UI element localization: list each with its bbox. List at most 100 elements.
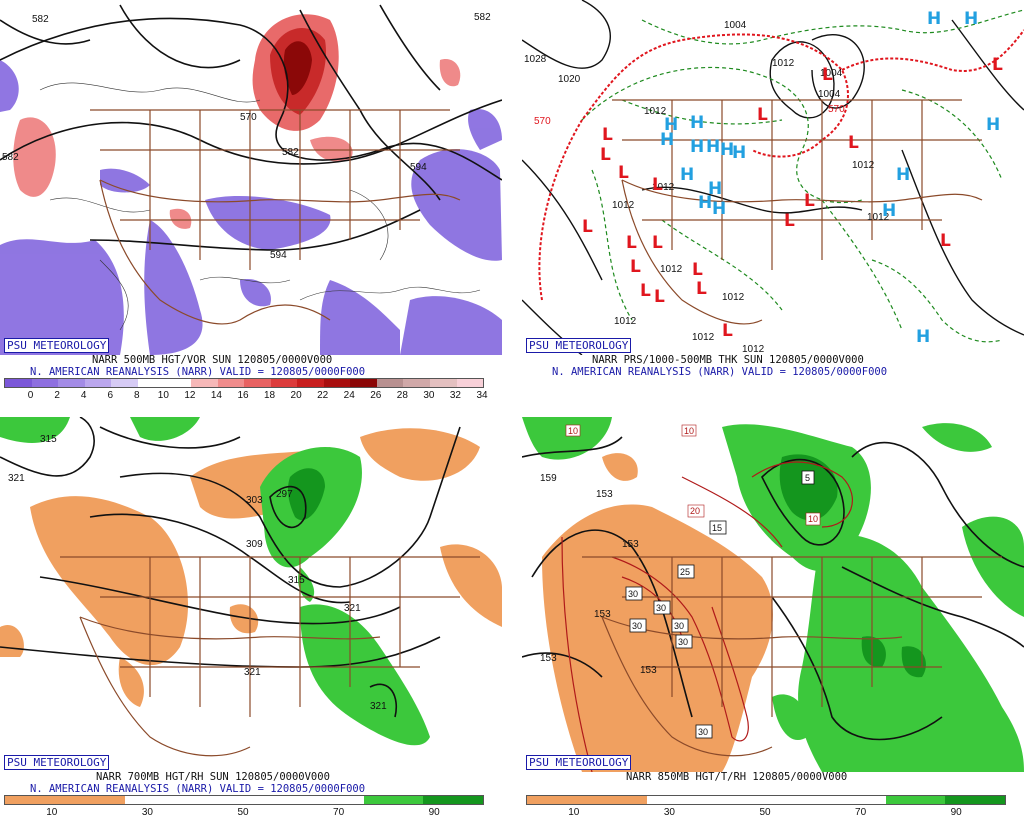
high-marker: H (896, 165, 910, 185)
colorbar-swatch (270, 379, 298, 387)
svg-text:582: 582 (282, 147, 299, 158)
colorbar-swatch (64, 796, 125, 804)
high-marker: H (720, 140, 734, 160)
svg-text:10: 10 (808, 514, 818, 524)
colorbar-swatch (586, 796, 647, 804)
svg-text:5: 5 (805, 473, 810, 483)
colorbar-tick-label: 8 (133, 390, 140, 401)
moist-areas (0, 417, 430, 746)
high-marker: H (732, 143, 746, 163)
svg-text:570: 570 (828, 104, 845, 115)
svg-text:1004: 1004 (818, 89, 841, 100)
colorbar-tick-label: 6 (107, 390, 113, 401)
thickness-570-line (538, 33, 849, 301)
svg-text:1012: 1012 (852, 160, 875, 171)
rh850-map: 159 153 153 153 153 153 10 10 5 20 10 15… (522, 417, 1024, 772)
colorbar-tick-label: 22 (317, 390, 329, 401)
svg-text:1028: 1028 (524, 54, 547, 65)
low-pressure-markers: L L L L L L L L L L L L L L L L L L L L (582, 55, 1003, 341)
high-marker: H (708, 179, 722, 199)
vorticity-map: 582 582 582 570 582 594 594 (0, 4, 502, 355)
colorbar-tick-label: 70 (333, 807, 345, 818)
high-marker: H (664, 115, 678, 135)
moist-areas (522, 417, 1024, 772)
dry-areas (0, 428, 502, 707)
temp-label: 10 (681, 424, 697, 437)
colorbar (4, 795, 484, 805)
svg-text:25: 25 (680, 567, 690, 577)
low-marker: L (804, 191, 815, 211)
temp-label: 20 (687, 504, 705, 518)
colorbar-tick-label: 10 (568, 807, 580, 818)
colorbar-tick-label: 30 (663, 807, 675, 818)
high-pressure-markers: H H H H H H H H H H H H H H H H H (660, 9, 1000, 347)
temp-label: 30 (675, 634, 693, 649)
colorbar-tick-label: 50 (237, 807, 249, 818)
panel-subtitle: N. AMERICAN REANALYSIS (NARR) VALID = 12… (30, 366, 366, 378)
colorbar-swatch (217, 379, 245, 387)
svg-text:1012: 1012 (652, 182, 675, 193)
colorbar-swatch (124, 796, 185, 804)
svg-text:1012: 1012 (644, 106, 667, 117)
panel-title: NARR 700MB HGT/RH SUN 120805/0000V000 (96, 771, 330, 783)
low-marker: L (692, 260, 703, 280)
colorbar-swatch (111, 379, 138, 387)
svg-text:1012: 1012 (772, 58, 795, 69)
svg-text:1012: 1012 (867, 212, 890, 223)
negative-vorticity-areas (0, 60, 502, 355)
high-marker: H (690, 113, 704, 133)
low-marker: L (652, 233, 663, 253)
low-marker: L (582, 217, 593, 237)
svg-text:1020: 1020 (558, 74, 581, 85)
low-marker: L (940, 231, 951, 251)
colorbar-swatch (403, 379, 430, 387)
temp-label: 25 (677, 564, 695, 579)
colorbar (526, 795, 1006, 805)
svg-text:1012: 1012 (722, 292, 745, 303)
high-marker: H (882, 201, 896, 221)
high-marker: H (706, 137, 720, 157)
colorbar-swatch (646, 796, 707, 804)
svg-text:570: 570 (534, 116, 551, 127)
colorbar-tick-label: 0 (27, 390, 34, 401)
svg-text:1012: 1012 (612, 200, 635, 211)
svg-text:30: 30 (678, 637, 688, 647)
panel-title: NARR 850MB HGT/T/RH 120805/0000V000 (626, 771, 848, 783)
high-marker: H (986, 115, 1000, 135)
low-marker: L (992, 55, 1003, 75)
svg-text:30: 30 (632, 621, 642, 631)
svg-text:30: 30 (674, 621, 684, 631)
colorbar-tick-label: 18 (263, 390, 276, 401)
temp-label: 30 (695, 724, 713, 739)
isobars (522, 0, 1024, 355)
colorbar-swatch (5, 796, 65, 804)
svg-text:321: 321 (8, 473, 25, 484)
colorbar-tick-label: 24 (343, 390, 355, 401)
political-borders (60, 556, 480, 757)
high-marker: H (964, 9, 978, 29)
colorbar-swatch (456, 379, 484, 387)
temperature-labels: 10 10 5 20 10 15 25 30 30 30 30 30 30 (565, 424, 821, 739)
colorbar-tick-label: 12 (184, 390, 196, 401)
temp-label: 10 (565, 424, 581, 437)
height-contours (0, 4, 502, 251)
svg-text:321: 321 (244, 667, 261, 678)
colorbar-swatch (323, 379, 351, 387)
colorbar-swatch (184, 796, 244, 804)
svg-text:10: 10 (568, 426, 578, 436)
dry-areas (542, 453, 773, 772)
svg-text:1012: 1012 (614, 316, 637, 327)
svg-text:594: 594 (410, 162, 427, 173)
svg-text:1012: 1012 (692, 332, 715, 343)
colorbar-tick-label: 20 (290, 390, 302, 401)
political-borders (612, 99, 983, 325)
low-marker: L (757, 105, 768, 125)
svg-text:15: 15 (712, 523, 722, 533)
svg-text:582: 582 (474, 12, 491, 23)
colorbar-swatch (297, 379, 324, 387)
colorbar-swatch (303, 796, 364, 804)
panel-850mb-temp-rh: 159 153 153 153 153 153 10 10 5 20 10 15… (522, 417, 1024, 819)
high-marker: H (698, 193, 712, 213)
temp-label: 30 (653, 600, 671, 615)
psu-badge: PSU METEOROLOGY (526, 338, 632, 353)
